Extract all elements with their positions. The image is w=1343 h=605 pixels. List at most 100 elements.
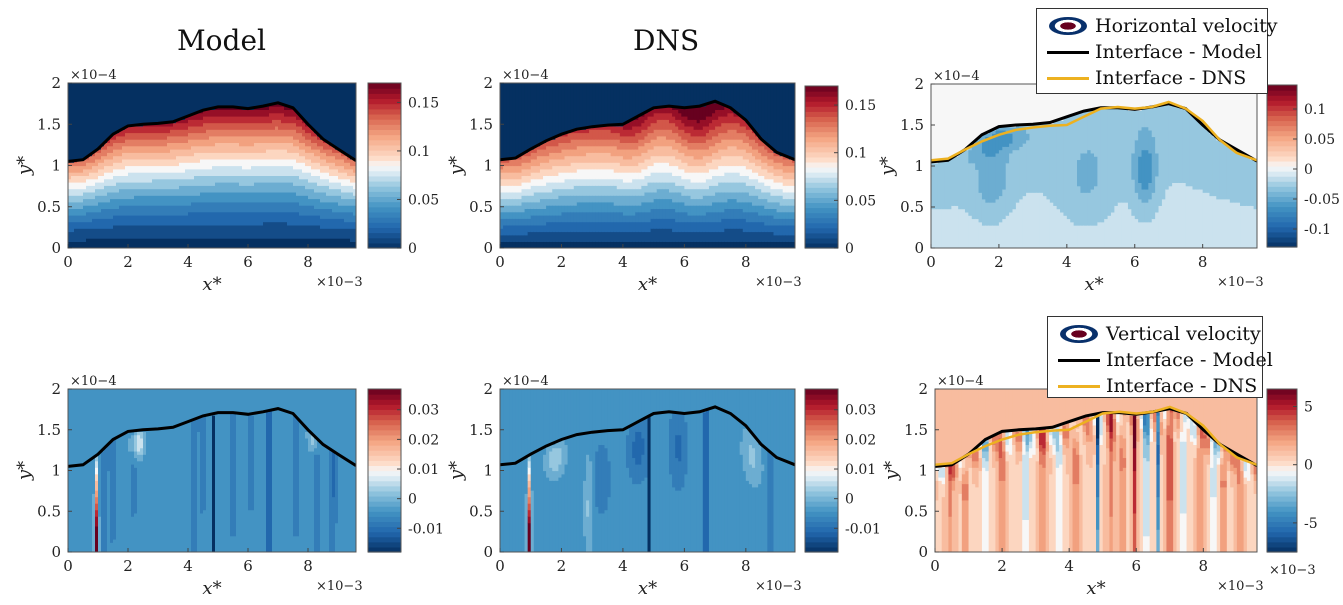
colorbar-tick-label: 0 (1304, 162, 1313, 178)
y-tick-label: 0.5 (37, 502, 61, 520)
colorbar-band (368, 455, 401, 461)
y-tick-label: 0.5 (469, 502, 493, 520)
interface-line-dns (500, 99, 795, 162)
colorbar-band (1267, 495, 1297, 502)
colorbar-band (368, 129, 401, 136)
x-tick-label: 8 (1199, 557, 1209, 575)
legend-entry-interface-dns: Interface - DNS (1045, 65, 1259, 91)
legend-label-interface-model: Interface - Model (1106, 349, 1273, 371)
colorbar-band (368, 103, 401, 110)
colorbar-tick-label: 0.15 (845, 98, 876, 114)
legend-label-interface-dns: Interface - DNS (1095, 67, 1247, 89)
colorbar-band (805, 167, 838, 173)
colorbar-band (368, 531, 401, 538)
colorbar-band (1267, 485, 1297, 492)
contour-field (931, 84, 1257, 248)
colorbar-band (368, 536, 401, 543)
x-tick-label: 0 (63, 557, 73, 575)
colorbar-band (805, 207, 838, 214)
colorbar-band (1267, 181, 1297, 187)
x-tick-label: 2 (997, 557, 1007, 575)
colorbar-band (368, 206, 401, 213)
colorbar-band (368, 98, 401, 105)
colorbar-band (805, 389, 838, 395)
colorbar-band (1267, 419, 1297, 426)
colorbar-band (1267, 536, 1297, 543)
colorbar-band (368, 175, 401, 182)
y-exponent-label: ×10−4 (502, 374, 549, 389)
colorbar-band (368, 419, 401, 426)
colorbar-band (805, 222, 838, 229)
x-axis-label: x* (1084, 274, 1103, 295)
y-tick-label: 0 (483, 543, 493, 561)
x-tick-label: 0 (930, 557, 940, 575)
colorbar-band (368, 108, 401, 115)
y-axis-label: y* (881, 461, 902, 481)
colorbar-tick-label: 0 (408, 492, 417, 508)
legend-label-horizontal-velocity: Horizontal velocity (1095, 15, 1278, 37)
colorbar-band (1267, 130, 1297, 137)
colorbar-band (1267, 110, 1297, 116)
line-swatch-icon (1045, 68, 1091, 88)
x-exponent-label: ×10−3 (316, 275, 363, 290)
colorbar-band (368, 439, 401, 446)
colorbar-band (368, 521, 401, 528)
colorbar-band (805, 460, 838, 466)
x-axis-label: x* (1086, 578, 1105, 599)
colorbar-band (1267, 211, 1297, 218)
x-tick-label: 2 (994, 253, 1004, 271)
colorbar-band (1267, 196, 1297, 203)
y-axis-label: y* (14, 156, 35, 176)
colorbar-band (1267, 140, 1297, 147)
colorbar-model_u: 0 0.05 0.1 0.15 (367, 82, 439, 257)
colorbar-band (1267, 221, 1297, 228)
colorbar-band (1267, 85, 1297, 91)
colorbar-band (1267, 201, 1297, 208)
colorbar-band (805, 511, 838, 517)
plot-model_v: 0 2 4 6 8 0 0.5 1 1.5 2 ×10−4 ×10−3 x* y* (14, 374, 363, 599)
interface-line-dns (935, 405, 1257, 467)
colorbar-band (1267, 399, 1297, 405)
y-tick-label: 1.5 (469, 115, 493, 133)
x-exponent-label: ×10−3 (755, 579, 802, 594)
interface-line-dns (931, 100, 1257, 162)
colorbar-band (1267, 176, 1297, 182)
colorbar-band (805, 434, 838, 441)
colorbar-band (1267, 120, 1297, 127)
colorbar-band (805, 485, 838, 492)
colorbar-band (805, 192, 838, 198)
colorbar-band (805, 414, 838, 421)
colorbar-frame (1266, 388, 1298, 553)
x-exponent-label: ×10−3 (1217, 275, 1264, 290)
colorbar-band (805, 445, 838, 451)
colorbar-band (1267, 90, 1297, 96)
colorbar-band (1267, 490, 1297, 497)
colorbar-band (805, 141, 838, 148)
colorbar-band (368, 186, 401, 192)
colorbar-band (1267, 115, 1297, 122)
y-tick-label: 1.5 (37, 421, 61, 439)
colorbar-tick-label: 0.03 (408, 403, 439, 419)
y-tick-label: 2 (483, 380, 493, 398)
colorbar-band (805, 526, 838, 533)
interface-line-model (68, 101, 356, 163)
colorbar-tick-label: -0.05 (1304, 192, 1340, 208)
colorbar-band (368, 242, 401, 249)
colorbar-band (1267, 191, 1297, 197)
colorbar-band (1267, 546, 1297, 553)
legend-entry-horizontal-velocity: Horizontal velocity (1045, 13, 1278, 39)
colorbar-band (368, 429, 401, 436)
colorbar-tick-label: 0.02 (408, 432, 439, 448)
legend-entry-interface-model: Interface - Model (1056, 347, 1273, 373)
x-tick-label: 4 (1064, 557, 1074, 575)
colorbar-band (368, 434, 401, 441)
colorbar-band (1267, 434, 1297, 441)
legend-vertical: Vertical velocity Interface - Model Inte… (1047, 316, 1273, 398)
colorbar-band (805, 96, 838, 102)
colorbar-band (368, 180, 401, 187)
x-tick-label: 8 (303, 557, 313, 575)
legend-label-interface-dns: Interface - DNS (1106, 375, 1258, 397)
colorbar-model_v: -0.01 0 0.01 0.02 0.03 (367, 388, 444, 553)
x-tick-label: 6 (1130, 253, 1140, 271)
colorbar-band (805, 475, 838, 482)
